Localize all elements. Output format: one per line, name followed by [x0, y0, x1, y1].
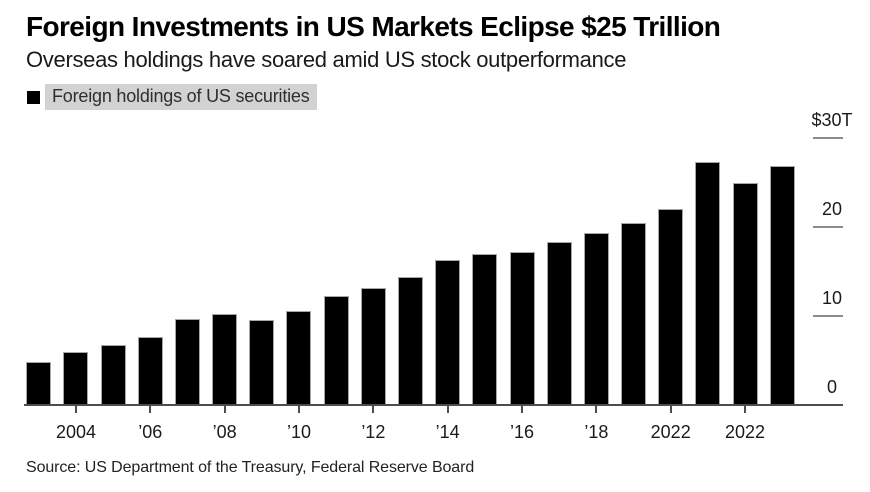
x-tick-2022 [744, 406, 747, 413]
y-axis-label-20: 20 [821, 199, 843, 219]
x-axis-label-2018: ’18 [584, 422, 609, 442]
x-axis-label-2022: 2022 [724, 422, 766, 442]
bar-2012 [360, 287, 386, 405]
x-tick-2014 [446, 406, 449, 413]
x-tick-2010 [297, 406, 300, 413]
x-tick-2006 [149, 406, 152, 413]
x-axis-label-2014: ’14 [435, 422, 460, 442]
bar-2007 [174, 318, 200, 405]
bar-2017 [546, 242, 572, 405]
bar-2008 [212, 314, 238, 405]
bar-2011 [323, 295, 349, 405]
bar-2021 [695, 162, 721, 405]
y-axis-label-10: 10 [821, 288, 843, 308]
y-axis-label-30: $30T [811, 110, 853, 130]
x-axis-label-2020: 2022 [650, 422, 691, 442]
bar-2016 [509, 251, 535, 405]
chart-title: Foreign Investments in US Markets Eclips… [26, 11, 721, 42]
x-axis-label-2008: ’08 [212, 422, 237, 442]
x-tick-2020 [669, 406, 672, 413]
legend-square-icon [27, 90, 40, 104]
y-tick-dash-10 [813, 315, 843, 317]
y-tick-dash-20 [813, 226, 843, 228]
x-axis-label-2010: ’10 [286, 422, 311, 442]
bar-2006 [137, 337, 163, 405]
x-tick-2004 [74, 406, 77, 413]
bar-2019 [621, 222, 647, 405]
bar-2009 [249, 320, 275, 405]
bar-2018 [583, 233, 609, 405]
bar-2014 [435, 259, 461, 405]
x-tick-2008 [223, 406, 226, 413]
legend-label: Foreign holdings of US securities [45, 84, 317, 110]
source-note: Source: US Department of the Treasury, F… [26, 459, 475, 476]
bar-2010 [286, 310, 312, 405]
y-axis-label-0: 0 [826, 377, 837, 397]
x-axis-label-2004: 2004 [55, 422, 96, 442]
bar-2023 [769, 165, 795, 405]
x-tick-2018 [595, 406, 598, 413]
x-axis-label-2006: ’06 [138, 422, 163, 442]
x-axis-label-2012: ’12 [361, 422, 386, 442]
x-axis-label-2016: ’16 [509, 422, 535, 442]
bar-2004 [63, 352, 89, 405]
bar-2005 [100, 345, 126, 405]
x-axis-line [24, 404, 843, 406]
legend: Foreign holdings of US securities [27, 84, 317, 110]
bar-2022 [732, 182, 758, 405]
x-tick-2012 [372, 406, 375, 413]
bar-2013 [398, 276, 423, 405]
y-tick-dash-30 [813, 137, 843, 139]
x-tick-2016 [521, 406, 523, 413]
chart-subtitle: Overseas holdings have soared amid US st… [26, 47, 627, 72]
bar-2020 [658, 209, 684, 405]
bar-2003 [26, 362, 52, 405]
bar-2015 [472, 253, 498, 405]
